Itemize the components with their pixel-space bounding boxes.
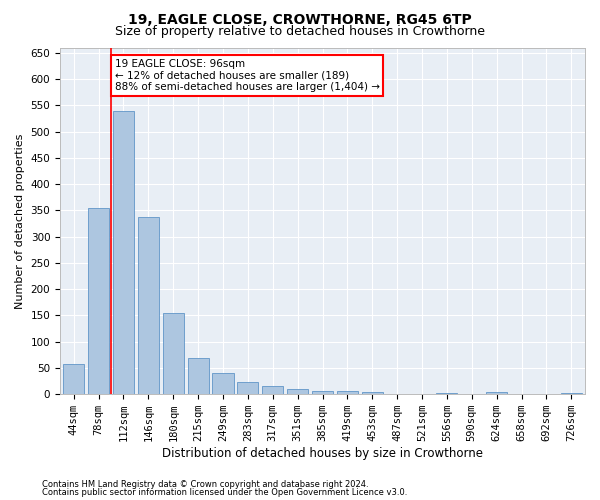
Bar [561, 392, 582, 394]
Text: 19, EAGLE CLOSE, CROWTHORNE, RG45 6TP: 19, EAGLE CLOSE, CROWTHORNE, RG45 6TP [128, 12, 472, 26]
Bar [212, 373, 233, 394]
Bar [63, 364, 84, 394]
Bar [362, 392, 383, 394]
Bar [138, 216, 159, 394]
Bar [163, 313, 184, 394]
Bar [436, 392, 457, 394]
Bar [287, 389, 308, 394]
Bar [113, 110, 134, 394]
Text: Contains HM Land Registry data © Crown copyright and database right 2024.: Contains HM Land Registry data © Crown c… [42, 480, 368, 489]
Bar [312, 390, 333, 394]
Bar [262, 386, 283, 394]
Bar [237, 382, 259, 394]
X-axis label: Distribution of detached houses by size in Crowthorne: Distribution of detached houses by size … [162, 447, 483, 460]
Y-axis label: Number of detached properties: Number of detached properties [15, 133, 25, 308]
Bar [486, 392, 507, 394]
Text: 19 EAGLE CLOSE: 96sqm
← 12% of detached houses are smaller (189)
88% of semi-det: 19 EAGLE CLOSE: 96sqm ← 12% of detached … [115, 59, 380, 92]
Text: Contains public sector information licensed under the Open Government Licence v3: Contains public sector information licen… [42, 488, 407, 497]
Bar [337, 390, 358, 394]
Bar [88, 208, 109, 394]
Text: Size of property relative to detached houses in Crowthorne: Size of property relative to detached ho… [115, 25, 485, 38]
Bar [188, 358, 209, 394]
